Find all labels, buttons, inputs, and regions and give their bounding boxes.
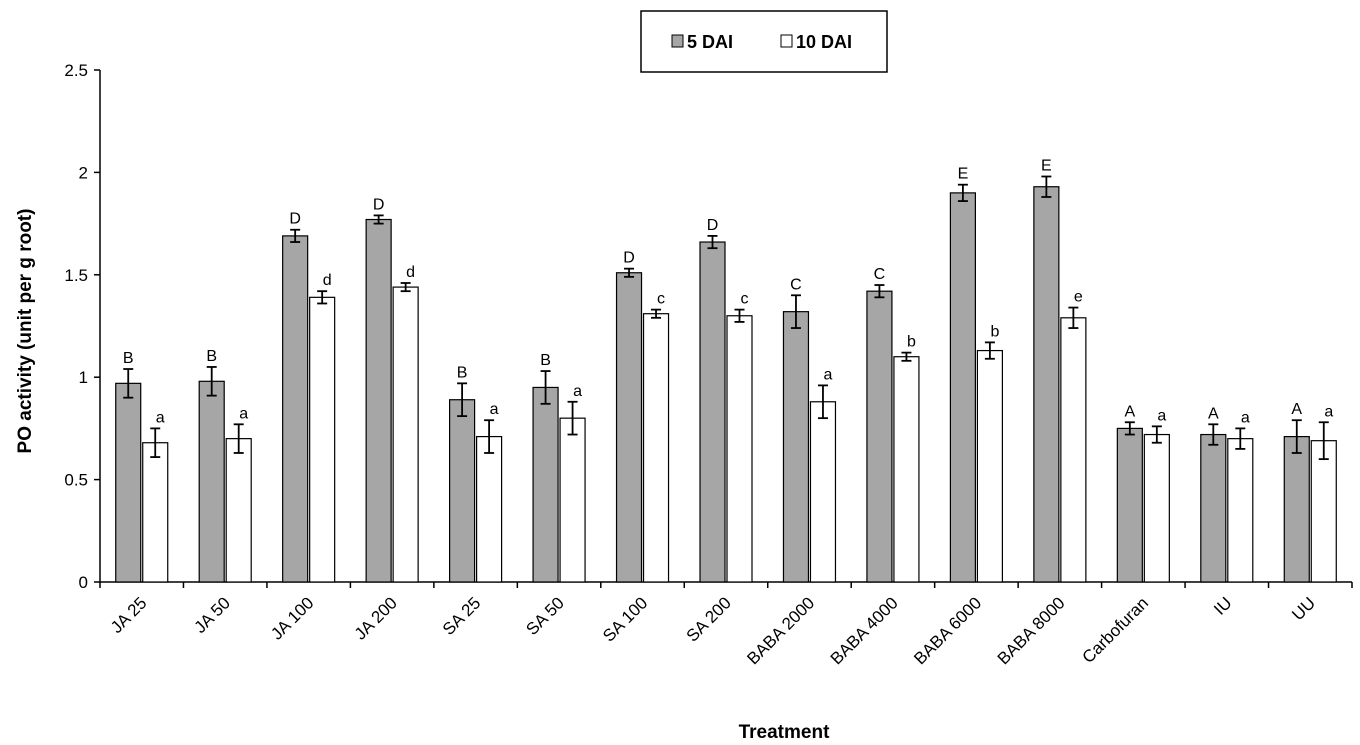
x-tick-label: Carbofuran	[1079, 593, 1153, 667]
bar-5-dai	[365, 218, 392, 583]
bar-10-dai	[1310, 440, 1337, 583]
bar-10-dai	[309, 296, 336, 583]
x-tick-label: BABA 4000	[827, 593, 902, 668]
significance-letter-5-dai: A	[1208, 405, 1219, 422]
significance-letter-10-dai: c	[657, 291, 665, 308]
plot-area: 0 0.5 1 1.5 2 2.5 JA 25 Ba JA 50 Ba JA 100 Dd JA 200…	[64, 61, 1353, 668]
significance-letter-5-dai: C	[790, 276, 802, 293]
significance-letter-10-dai: a	[156, 409, 165, 426]
bar-10-dai	[1227, 438, 1254, 583]
bar-10-dai	[559, 417, 586, 583]
significance-letter-10-dai: a	[573, 383, 582, 400]
bar-10-dai	[726, 315, 753, 583]
significance-letter-10-dai: a	[1241, 409, 1250, 426]
significance-letter-5-dai: D	[289, 211, 301, 228]
significance-letter-10-dai: e	[1074, 289, 1083, 306]
y-axis-title: PO activity (unit per g root)	[15, 209, 36, 454]
bar-10-dai	[893, 356, 920, 583]
significance-letter-5-dai: A	[1291, 401, 1302, 418]
y-tick-label: 1.5	[64, 266, 88, 285]
significance-letter-10-dai: b	[990, 323, 999, 340]
bar-10-dai	[476, 435, 503, 583]
significance-letter-10-dai: b	[907, 334, 916, 351]
x-tick-label: JA 100	[267, 593, 317, 643]
significance-letter-5-dai: D	[623, 250, 635, 267]
significance-letter-5-dai: B	[206, 348, 217, 365]
significance-letter-10-dai: d	[406, 264, 415, 281]
bar-10-dai	[1060, 317, 1087, 583]
bar-10-dai	[642, 313, 670, 583]
significance-letter-5-dai: B	[123, 350, 134, 367]
legend-label-5-dai: 5 DAI	[687, 32, 733, 52]
x-tick-label: JA 25	[107, 593, 151, 637]
legend-label-10-dai: 10 DAI	[796, 32, 852, 52]
x-tick-label: BABA 2000	[743, 593, 818, 668]
legend-swatch-10-dai	[780, 34, 793, 48]
significance-letter-10-dai: a	[824, 366, 833, 383]
significance-letter-5-dai: A	[1124, 403, 1135, 420]
bar-5-dai	[1200, 433, 1227, 583]
x-tick-label: SA 100	[599, 593, 651, 645]
bar-5-dai	[532, 386, 559, 583]
bar-5-dai	[282, 235, 309, 583]
x-tick-label: UU	[1288, 593, 1319, 624]
x-tick-label: JA 200	[351, 593, 401, 643]
significance-letter-5-dai: D	[373, 196, 385, 213]
x-tick-label: SA 25	[439, 593, 485, 639]
bar-5-dai	[449, 399, 476, 583]
significance-letter-5-dai: B	[457, 364, 468, 381]
x-tick-label: SA 200	[683, 593, 735, 645]
y-tick-label: 2	[79, 163, 88, 182]
bar-5-dai	[1283, 435, 1310, 583]
bar-5-dai	[699, 241, 726, 583]
significance-letter-10-dai: a	[239, 405, 248, 422]
bar-10-dai	[809, 401, 837, 583]
bar-10-dai	[1143, 433, 1170, 583]
x-tick-label: BABA 8000	[994, 593, 1069, 668]
bar-5-dai	[115, 382, 142, 583]
bar-5-dai	[866, 290, 893, 583]
y-tick-label: 0.5	[64, 471, 88, 490]
legend-swatch-5-dai	[671, 34, 684, 48]
bar-5-dai	[615, 272, 643, 583]
significance-letter-10-dai: a	[490, 401, 499, 418]
bar-5-dai	[782, 311, 810, 583]
x-tick-label: BABA 6000	[910, 593, 985, 668]
legend: 5 DAI 10 DAI	[640, 10, 888, 73]
significance-letter-10-dai: c	[741, 291, 749, 308]
bar-10-dai	[392, 286, 419, 583]
y-tick-label: 0	[79, 573, 88, 592]
x-tick-label: SA 50	[522, 593, 568, 639]
bar-10-dai	[225, 438, 252, 583]
significance-letter-5-dai: E	[1041, 157, 1052, 174]
y-tick-label: 2.5	[64, 61, 88, 80]
x-tick-label: JA 50	[191, 593, 235, 637]
bar-10-dai	[976, 349, 1004, 583]
y-tick-label: 1	[79, 368, 88, 387]
significance-letter-5-dai: E	[958, 166, 969, 183]
significance-letter-10-dai: d	[323, 272, 332, 289]
bar-5-dai	[949, 192, 977, 583]
bar-5-dai	[1116, 427, 1143, 583]
significance-letter-5-dai: D	[707, 217, 719, 234]
bar-5-dai	[1033, 186, 1060, 583]
bar-5-dai	[198, 380, 225, 583]
bar-10-dai	[142, 442, 169, 583]
significance-letter-5-dai: B	[540, 352, 551, 369]
significance-letter-10-dai: a	[1324, 403, 1333, 420]
significance-letter-10-dai: a	[1157, 407, 1166, 424]
x-tick-label: IU	[1210, 593, 1235, 618]
x-axis-title: Treatment	[739, 722, 830, 743]
significance-letter-5-dai: C	[874, 266, 886, 283]
